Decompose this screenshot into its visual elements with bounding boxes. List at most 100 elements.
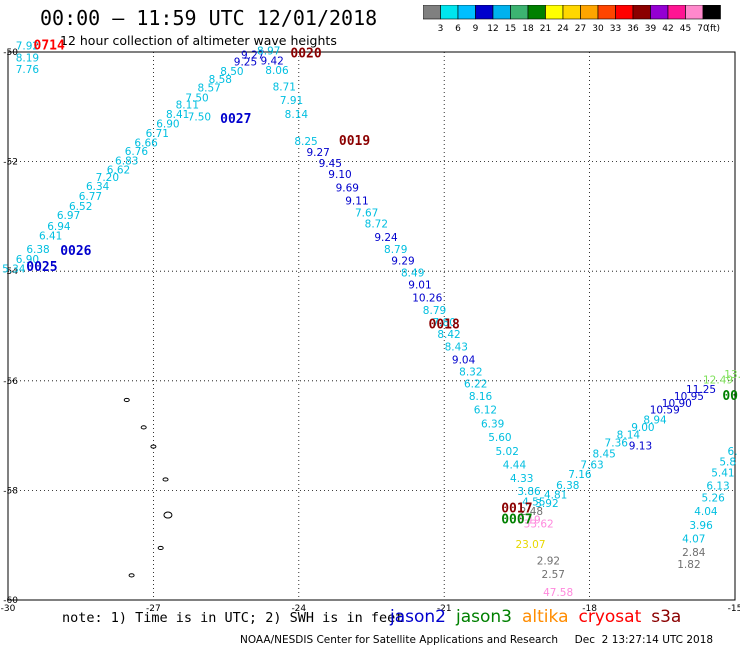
wave-height-label: 9.00 <box>631 422 654 434</box>
wave-height-label: 8.79 <box>384 244 407 256</box>
wave-height-label: 6.13 <box>706 480 729 492</box>
longitude-tick-label: -18 <box>582 604 597 614</box>
wave-height-label: 6.71 <box>146 128 169 140</box>
wave-height-label: 6. <box>728 446 738 458</box>
legend-altika: altika <box>522 607 569 627</box>
colorbar-tick-label: 70 <box>697 24 709 33</box>
wave-height-label: 10.90 <box>662 398 692 410</box>
credit-footer: NOAA/NESDIS Center for Satellite Applica… <box>240 634 714 646</box>
colorbar-tick-label: 45 <box>680 24 691 33</box>
colorbar-cell <box>702 5 721 20</box>
pass-time-label: 0018 <box>429 318 460 333</box>
wave-height-label: 6.12 <box>474 405 497 417</box>
wave-height-label: 2.84 <box>682 547 706 559</box>
wave-height-label: 3.19 <box>517 514 540 526</box>
wave-height-label: 9.11 <box>345 195 368 207</box>
pass-time-label: 0027 <box>220 112 251 127</box>
pass-time-label: 0026 <box>60 244 91 259</box>
wave-height-label: 2.57 <box>542 569 565 581</box>
wave-height-label: 6.39 <box>481 418 504 430</box>
wave-height-label: 9.27 <box>241 50 264 62</box>
wave-height-label: 7.50 <box>188 112 211 124</box>
wave-height-label: 6.97 <box>57 210 80 222</box>
colorbar-tick-label: 6 <box>455 24 461 33</box>
wave-height-label: 7.20 <box>96 172 119 184</box>
wave-height-label: 7.80 <box>433 317 456 329</box>
wave-height-label: 8.42 <box>437 329 460 341</box>
wave-height-label: 9.10 <box>328 169 351 181</box>
wave-height-label: 6.52 <box>69 201 92 213</box>
wave-height-label: 9.01 <box>408 280 431 292</box>
wave-height-label: 8.97 <box>257 46 280 58</box>
pass-time-label: 0025 <box>26 260 57 275</box>
wave-height-label: 6.22 <box>464 378 487 390</box>
longitude-tick-label: -21 <box>437 604 452 614</box>
latitude-tick-label: -52 <box>3 158 18 168</box>
colorbar-tick-label: 36 <box>627 24 639 33</box>
satellite-legend: jason2 jason3 altika cryosat s3a <box>390 607 691 627</box>
wave-height-label: 3.86 <box>517 486 541 498</box>
wave-height-label: 5.60 <box>488 432 511 444</box>
wave-height-label: 8.32 <box>459 366 482 378</box>
colorbar-tick-label: 39 <box>645 24 657 33</box>
latitude-tick-label: -54 <box>3 267 18 277</box>
wave-height-label: 8.58 <box>209 74 232 86</box>
wave-height-label: 8.14 <box>617 429 641 441</box>
wave-height-label: 8.11 <box>176 99 199 111</box>
wave-height-label: 4.55 <box>522 497 545 509</box>
island-outline <box>163 511 173 519</box>
longitude-tick-label: -24 <box>291 604 306 614</box>
wave-height-label: 1.82 <box>677 559 700 571</box>
wave-height-label: 10.59 <box>650 405 680 417</box>
wave-height-label: 11.25 <box>686 384 716 396</box>
wave-height-label: 8.72 <box>365 218 388 230</box>
wave-height-label: 8.79 <box>423 305 446 317</box>
legend-s3a: s3a <box>651 607 682 627</box>
wave-height-label: 9.24 <box>374 232 398 244</box>
wave-height-label: 9.13 <box>629 440 652 452</box>
wave-height-label: 4.33 <box>510 473 533 485</box>
latitude-tick-label: -58 <box>3 486 18 496</box>
latitude-tick-label: -56 <box>3 377 18 387</box>
wave-height-label: 4.81 <box>544 490 567 502</box>
map-title: 00:00 – 11:59 UTC 12/01/2018 <box>40 6 378 30</box>
longitude-tick-label: -15 <box>728 604 740 614</box>
wave-height-label: 6.66 <box>134 137 158 149</box>
wave-height-label: 9.29 <box>391 256 414 268</box>
color-scale-bar: 3 6 9 12 15 18 21 24 27 30 33 36 39 42 45 70(ft) <box>423 5 721 33</box>
wave-height-label: 13. <box>724 369 740 381</box>
wave-height-label: 10.95 <box>674 391 704 403</box>
pass-time-label: 0007 <box>501 512 532 527</box>
wave-height-label: 6.83 <box>115 155 138 167</box>
colorbar-tick-label: 30 <box>592 24 604 33</box>
wave-height-label: 8.19 <box>16 52 39 64</box>
wave-height-label: 6.76 <box>125 146 149 158</box>
wave-height-label: 9.69 <box>336 183 359 195</box>
wave-height-label: 7.67 <box>355 207 378 219</box>
wave-height-label: 8.43 <box>445 342 468 354</box>
wave-height-label: 47.58 <box>543 587 573 599</box>
island-outline <box>140 425 147 430</box>
colorbar-unit: (ft) <box>707 24 721 33</box>
wave-height-label: 7.16 <box>568 469 592 481</box>
wave-height-label: 8.49 <box>401 268 424 280</box>
wave-height-label: 3.96 <box>689 520 713 532</box>
wave-height-label: 8.50 <box>220 66 243 78</box>
wave-height-label: 7.92 <box>16 40 39 52</box>
wave-height-label: 6.41 <box>39 230 62 242</box>
wave-height-label: 6.94 <box>47 221 71 233</box>
wave-height-label: 2.92 <box>537 555 560 567</box>
colorbar-tick-label: 9 <box>473 24 479 33</box>
island-outline <box>123 397 130 403</box>
map-frame <box>7 51 736 601</box>
colorbar-tick-label: 12 <box>487 24 498 33</box>
wave-height-label: 5.34 <box>2 263 26 275</box>
wave-height-label: 6.90 <box>16 254 39 266</box>
wave-height-label: 5.02 <box>496 446 519 458</box>
wave-height-label: 4.44 <box>503 459 527 471</box>
latitude-tick-label: -60 <box>3 596 18 606</box>
wave-height-label: 8.45 <box>592 449 615 461</box>
pass-time-label: 0017 <box>501 501 532 516</box>
wave-height-label: 6.38 <box>556 480 579 492</box>
island-outline <box>157 545 164 551</box>
